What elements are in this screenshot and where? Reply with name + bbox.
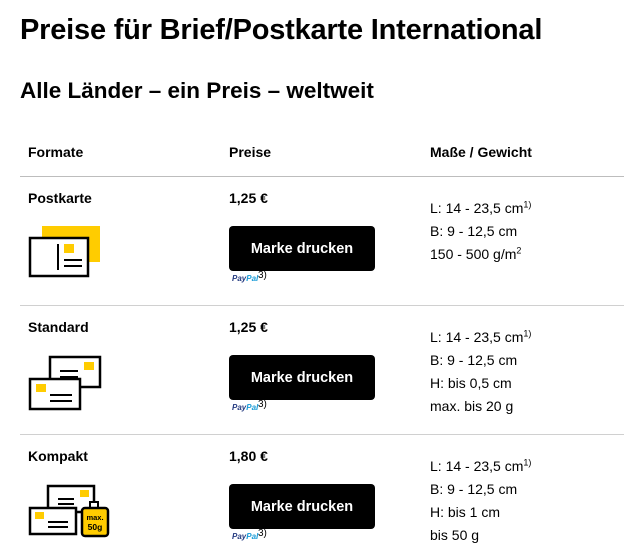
table-row-postkarte: Postkarte 1,25 € Marke drucken PayPal 3)… (20, 177, 624, 306)
price-value: 1,25 € (229, 319, 268, 335)
envelopes-icon (28, 355, 102, 411)
spec-weight: bis 50 g (430, 527, 480, 543)
spec-length: L: 14 - 23,5 cm1) (430, 457, 532, 474)
svg-text:max.: max. (86, 513, 103, 522)
price-table: Formate Preise Maße / Gewicht Postkarte … (20, 130, 624, 555)
spec-width: B: 9 - 12,5 cm (430, 223, 518, 239)
price-value: 1,80 € (229, 448, 268, 464)
spec-width: B: 9 - 12,5 cm (430, 481, 518, 497)
spec-weight: max. bis 20 g (430, 398, 514, 414)
format-label: Postkarte (28, 190, 92, 206)
spec-height: H: bis 1 cm (430, 504, 501, 520)
spec-height: H: bis 0,5 cm (430, 375, 512, 391)
footnote-mark: 3) (258, 270, 267, 281)
page-title: Preise für Brief/Postkarte International (20, 14, 543, 46)
column-masse: Maße / Gewicht (430, 144, 532, 160)
spec-width: B: 9 - 12,5 cm (430, 352, 518, 368)
print-stamp-button-kompakt[interactable]: Marke drucken (229, 484, 375, 529)
specs-list: L: 14 - 23,5 cm1) B: 9 - 12,5 cm H: bis … (430, 455, 531, 547)
column-formate: Formate (28, 144, 84, 160)
footnote-mark: 3) (258, 528, 267, 539)
envelopes-weight-icon: max. 50g (28, 484, 110, 538)
spec-length: L: 14 - 23,5 cm1) (430, 199, 532, 216)
paypal-logo: PayPal (232, 532, 259, 541)
specs-list: L: 14 - 23,5 cm1) B: 9 - 12,5 cm H: bis … (430, 326, 531, 418)
table-row-standard: Standard 1,25 € Marke drucken PayPal 3) … (20, 306, 624, 435)
column-preise: Preise (229, 144, 272, 160)
print-stamp-button-standard[interactable]: Marke drucken (229, 355, 375, 400)
format-label: Kompakt (28, 448, 88, 464)
page-subtitle: Alle Länder – ein Preis – weltweit (20, 78, 374, 103)
table-header: Formate Preise Maße / Gewicht (20, 130, 624, 177)
postcard-icon (28, 226, 100, 278)
footnote-mark: 3) (258, 399, 267, 410)
paypal-logo: PayPal (232, 403, 259, 412)
specs-list: L: 14 - 23,5 cm1) B: 9 - 12,5 cm 150 - 5… (430, 197, 531, 266)
print-stamp-button-postkarte[interactable]: Marke drucken (229, 226, 375, 271)
table-row-kompakt: Kompakt max. 50g 1,80 € Marke drucken Pa… (20, 435, 624, 555)
paypal-logo: PayPal (232, 274, 259, 283)
svg-text:50g: 50g (88, 522, 103, 532)
spec-weight: 150 - 500 g/m2 (430, 245, 522, 262)
spec-length: L: 14 - 23,5 cm1) (430, 328, 532, 345)
price-value: 1,25 € (229, 190, 268, 206)
format-label: Standard (28, 319, 89, 335)
